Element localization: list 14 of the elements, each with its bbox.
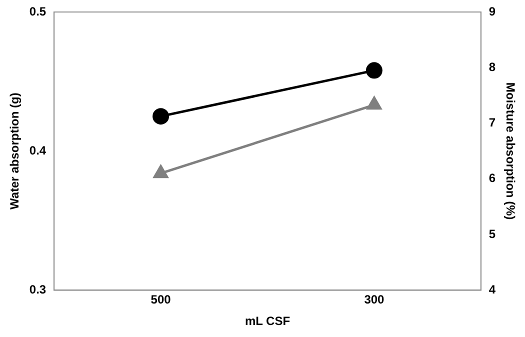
y2-tick-label: 8 [488, 60, 496, 74]
y2-tick-label: 5 [488, 226, 496, 241]
y2-tick-label: 9 [488, 4, 496, 18]
x-axis-title: mL CSF [244, 314, 290, 328]
y2-axis-title: Moisture absorption (%) [503, 82, 518, 220]
y-tick-label: 0.5 [29, 4, 46, 18]
y-tick-label: 0.3 [29, 282, 46, 297]
y2-tick-label: 4 [488, 282, 496, 297]
y-axis-title: Water absorption (g) [8, 92, 22, 210]
y2-tick-label: 7 [488, 116, 496, 130]
x-tick-label: 300 [364, 292, 385, 307]
y-tick-label: 0.4 [29, 143, 46, 158]
y2-tick-label: 6 [488, 171, 496, 186]
x-tick-label: 500 [150, 292, 172, 307]
